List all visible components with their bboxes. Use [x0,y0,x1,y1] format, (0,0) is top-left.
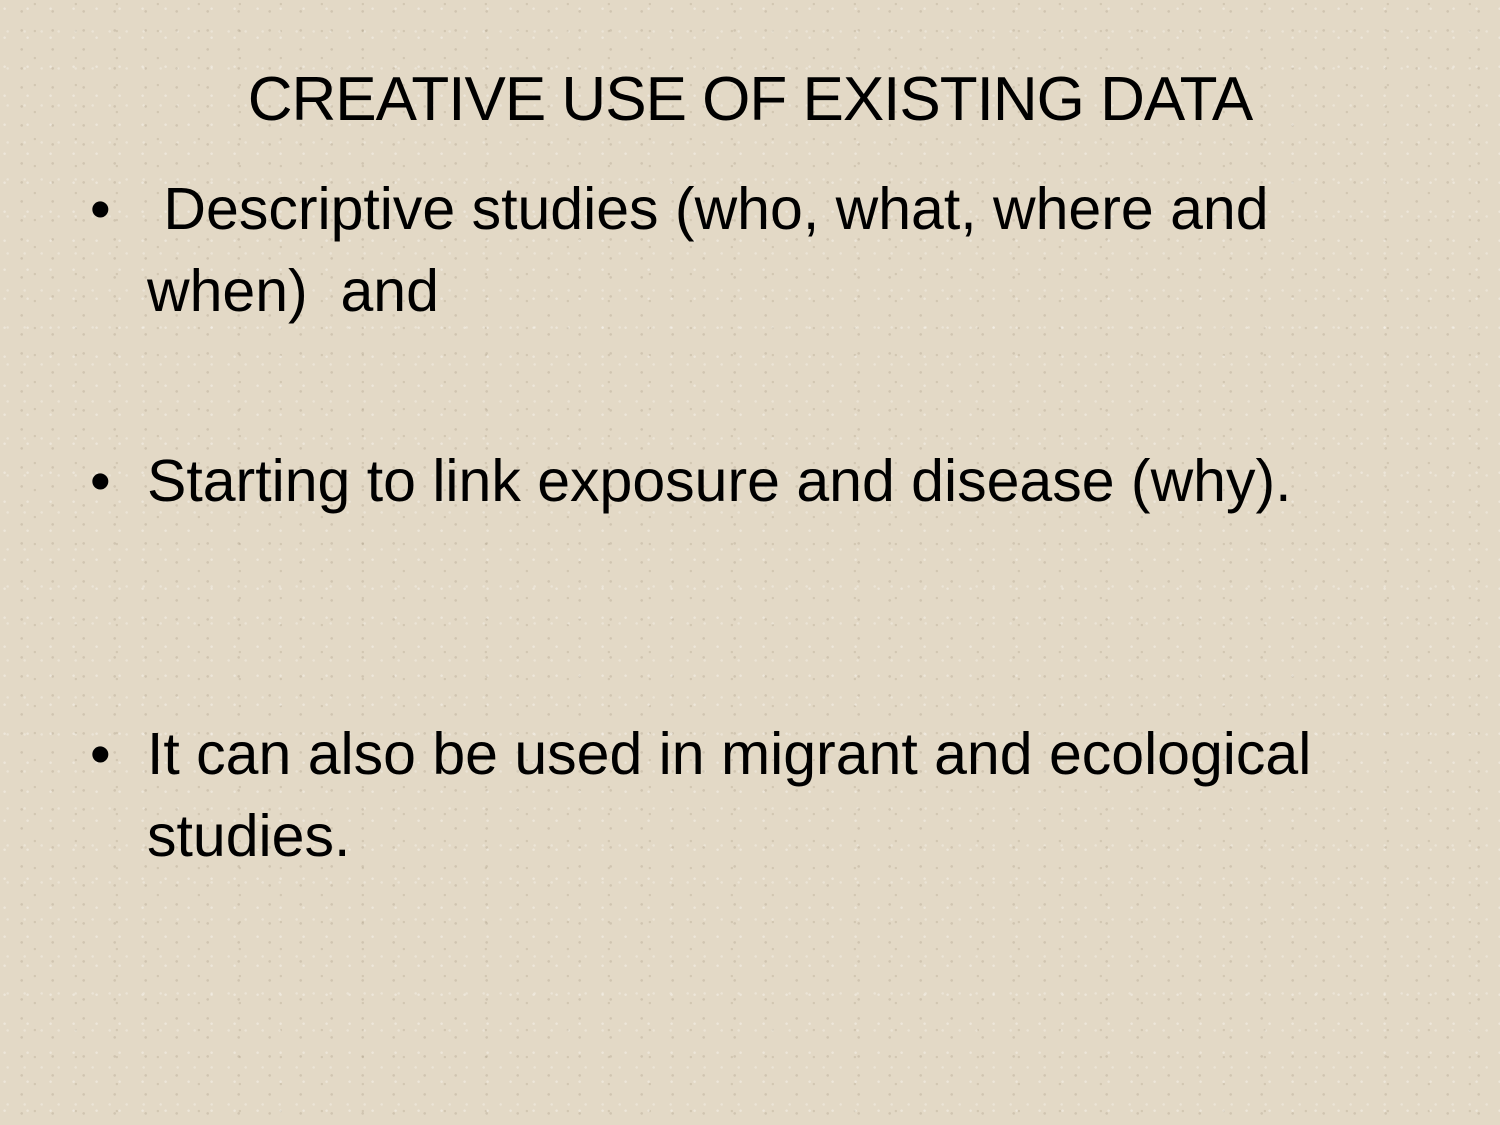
bullet-icon: • [90,448,111,514]
bullet-text: It can also be used in migrant and ecolo… [147,721,1328,869]
bullet-item: • Starting to link exposure and disease … [90,440,1430,522]
bullet-icon: • [90,721,111,787]
bullet-item: • Descriptive studies (who, what, where … [90,168,1430,332]
bullet-text: Starting to link exposure and disease (w… [147,448,1292,514]
bullet-item: • It can also be used in migrant and eco… [90,713,1430,877]
bullet-text: Descriptive studies (who, what, where an… [147,176,1285,324]
bullet-icon: • [90,176,111,242]
slide-title: CREATIVE USE OF EXISTING DATA [247,65,1253,134]
